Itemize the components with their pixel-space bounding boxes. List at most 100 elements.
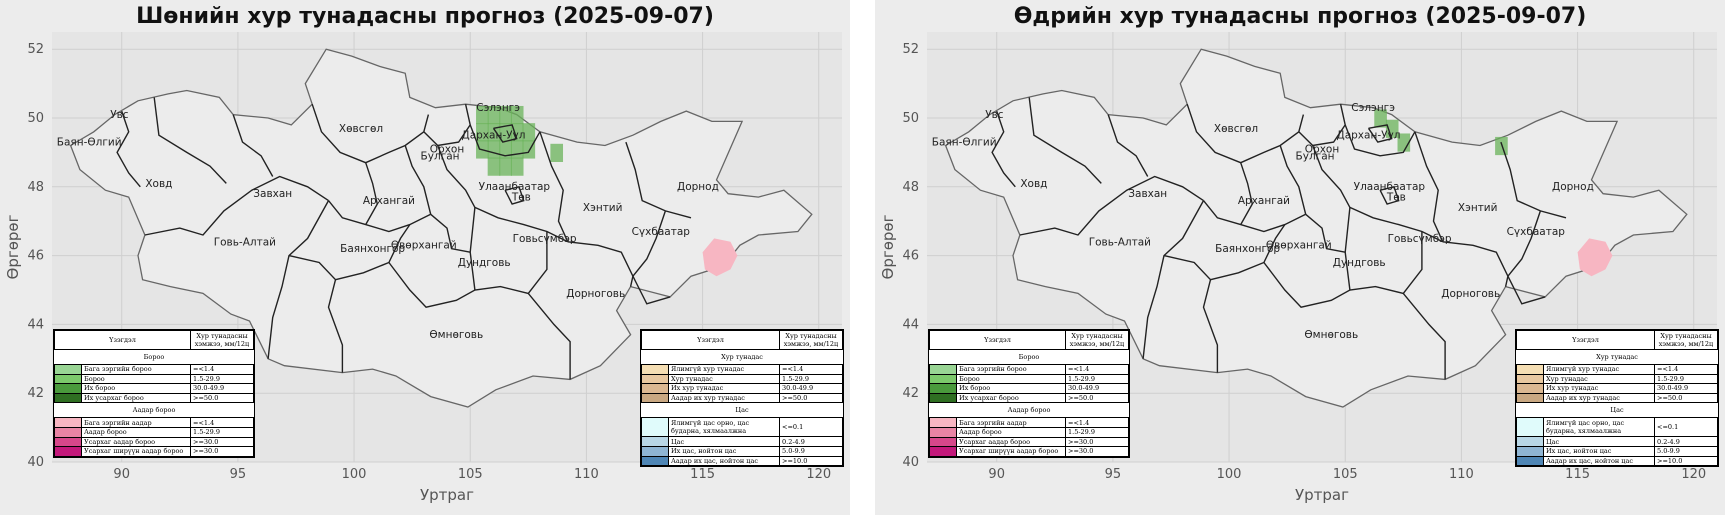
legend-section-title: Бороо bbox=[54, 349, 254, 365]
legend-label: Ялимгүй хур тунадас bbox=[1543, 364, 1655, 375]
y-tick-label: 48 bbox=[27, 180, 44, 195]
province-border bbox=[1414, 131, 1444, 243]
y-axis-label: Өргөрөг bbox=[879, 214, 897, 279]
province-border bbox=[1500, 141, 1567, 219]
x-tick-label: 95 bbox=[1105, 467, 1122, 482]
legend-value: =<1.4 bbox=[1065, 417, 1129, 428]
region-label: Дорноговь bbox=[1441, 288, 1500, 300]
legend-value: >=30.0 bbox=[190, 446, 254, 457]
legend-row: Их цас, нойтон цас 5.0-9.9 bbox=[641, 445, 843, 457]
province-border bbox=[492, 124, 518, 143]
legend-label: Аадар бороо bbox=[956, 426, 1066, 438]
x-tick-label: 100 bbox=[1217, 467, 1242, 482]
x-axis-label: Уртраг bbox=[1295, 486, 1349, 504]
legend-header-amount: Хур тунадасны хэмжээ, мм/12ц bbox=[190, 330, 254, 350]
province-border bbox=[1507, 275, 1546, 305]
legend-header-phenomenon: Үзэгдэл bbox=[641, 330, 780, 350]
province-border bbox=[423, 104, 471, 147]
legend-section-title: Хур тунадас bbox=[641, 349, 843, 365]
legend-swatch bbox=[641, 392, 669, 404]
legend-value: 30.0-49.9 bbox=[1654, 383, 1718, 394]
province-border bbox=[1402, 292, 1446, 380]
region-label: Хөвсгөл bbox=[1214, 123, 1258, 135]
legend-header-amount: Хур тунадасны хэмжээ, мм/12ц bbox=[1654, 330, 1718, 350]
legend-value: 0.2-4.9 bbox=[779, 436, 843, 447]
region-label: Дорнод bbox=[1552, 181, 1594, 193]
legend-swatch bbox=[641, 373, 669, 385]
province-border bbox=[539, 131, 569, 243]
province-border bbox=[1019, 175, 1204, 236]
region-label: Ховд bbox=[145, 178, 172, 190]
region-label: Дорноговь bbox=[566, 288, 625, 300]
province-border bbox=[327, 200, 432, 233]
province-border bbox=[1202, 200, 1307, 233]
legend-precip-snow: Үзэгдэл Хур тунадасны хэмжээ, мм/12ц Хур т… bbox=[1515, 329, 1719, 468]
legend-label: Их усархаг бороо bbox=[956, 392, 1066, 404]
legend-row: Бага зэргийн аадар =<1.4 bbox=[929, 417, 1129, 428]
province-border bbox=[625, 141, 692, 219]
legend-label: Их хур тунадас bbox=[668, 383, 780, 394]
region-label: Булган bbox=[421, 150, 460, 162]
province-border bbox=[1305, 213, 1346, 253]
legend-swatch bbox=[641, 417, 669, 438]
legend-row: Аадар их цас, нойтон цас >=10.0 bbox=[1516, 455, 1718, 467]
legend-swatch bbox=[54, 373, 82, 385]
legend-swatch bbox=[641, 455, 669, 467]
region-label: Баян-Өлгий bbox=[57, 137, 122, 149]
province-border bbox=[267, 200, 330, 359]
legend-label: Усархаг аадар бороо bbox=[81, 436, 191, 448]
region-label: Завхан bbox=[1128, 188, 1167, 200]
province-border bbox=[116, 110, 141, 188]
region-label: Улаанбаатар bbox=[1354, 181, 1426, 193]
province-border bbox=[288, 254, 344, 373]
legend-label: Цас bbox=[668, 436, 780, 447]
legend-swatch bbox=[1516, 436, 1544, 447]
legend-value: 1.5-29.9 bbox=[779, 373, 843, 385]
legend-swatch bbox=[929, 392, 957, 404]
y-tick-label: 50 bbox=[902, 111, 919, 126]
province-border bbox=[232, 114, 274, 177]
legend-row: Ялимгүй цас орно, цас бударна, хялмаалжн… bbox=[1516, 417, 1718, 438]
province-border bbox=[1028, 97, 1102, 184]
region-label: Дундговь bbox=[458, 257, 511, 269]
x-tick-label: 105 bbox=[1333, 467, 1358, 482]
region-label: Баянхонгор bbox=[340, 243, 405, 255]
y-tick-label: 44 bbox=[27, 317, 44, 332]
province-border bbox=[311, 103, 430, 164]
region-label: Баянхонгор bbox=[1215, 243, 1280, 255]
province-border bbox=[1379, 185, 1400, 205]
legend-swatch bbox=[54, 426, 82, 438]
legend-row: Бага зэргийн аадар =<1.4 bbox=[54, 417, 254, 428]
legend-row: Их бороо 30.0-49.9 bbox=[54, 383, 254, 394]
province-border bbox=[1142, 200, 1205, 359]
region-label: Ховд bbox=[1020, 178, 1047, 190]
rain-area bbox=[510, 140, 524, 159]
rain-area bbox=[487, 140, 501, 159]
legend-value: 1.5-29.9 bbox=[1065, 373, 1129, 385]
y-tick-label: 40 bbox=[27, 455, 44, 470]
legend-label: Бага зэргийн аадар bbox=[81, 417, 191, 428]
legend-swatch bbox=[641, 436, 669, 447]
province-border bbox=[437, 145, 476, 208]
region-label: Төв bbox=[511, 192, 531, 204]
legend-row: Их цас, нойтон цас 5.0-9.9 bbox=[1516, 445, 1718, 457]
rain-area bbox=[476, 105, 489, 125]
region-label: Өмнөговь bbox=[429, 329, 483, 341]
legend-label: Ялимгүй хур тунадас bbox=[668, 364, 780, 375]
legend-value: >=30.0 bbox=[1065, 446, 1129, 457]
legend-label: Хур тунадас bbox=[1543, 373, 1655, 385]
province-border bbox=[1298, 104, 1346, 147]
legend-label: Их усархаг бороо bbox=[81, 392, 191, 404]
province-border bbox=[1107, 114, 1149, 177]
province-border bbox=[1263, 231, 1423, 308]
legend-value: 1.5-29.9 bbox=[1065, 426, 1129, 438]
legend-row: Их усархаг бороо >=50.0 bbox=[54, 392, 254, 404]
legend-row: Их хур тунадас 30.0-49.9 bbox=[641, 383, 843, 394]
legend-swatch bbox=[1516, 445, 1544, 457]
legend-label: Цас bbox=[1543, 436, 1655, 447]
x-tick-label: 120 bbox=[806, 467, 831, 482]
region-label: Увс bbox=[985, 109, 1004, 121]
x-tick-label: 115 bbox=[690, 467, 715, 482]
province-border bbox=[632, 210, 667, 277]
legend-swatch bbox=[1516, 392, 1544, 404]
